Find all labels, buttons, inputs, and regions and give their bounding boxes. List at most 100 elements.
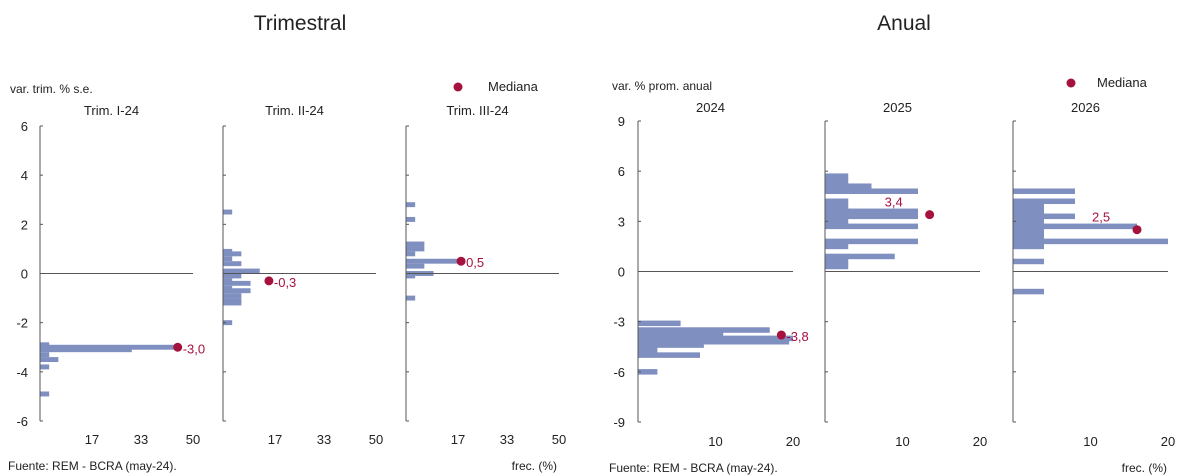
histogram-bar — [825, 213, 918, 220]
legend-label: Mediana — [488, 79, 539, 94]
histogram-bar — [825, 263, 849, 270]
histogram-bar — [223, 256, 233, 262]
y-tick-label: 6 — [21, 119, 28, 134]
histogram-bar — [1013, 243, 1044, 250]
median-label: 3,4 — [885, 195, 903, 210]
histogram-bar — [825, 178, 849, 184]
y-tick-label: -4 — [16, 365, 28, 380]
y-axis-label: var. trim. % s.e. — [10, 82, 93, 96]
median-point — [456, 256, 466, 266]
median-label: 0,5 — [466, 255, 484, 270]
group-title: Trimestral — [254, 12, 347, 35]
x-axis-label: frec. (%) — [1122, 461, 1167, 475]
histogram-bar — [1013, 208, 1044, 215]
histogram-bar — [1013, 213, 1075, 220]
histogram-bar — [825, 183, 872, 189]
legend-median-marker — [1066, 78, 1076, 88]
histogram-bar — [406, 246, 425, 252]
histogram-bar — [406, 273, 416, 279]
y-tick-label: 2 — [21, 217, 28, 232]
histogram-bar — [223, 320, 233, 326]
median-label: -0,3 — [274, 275, 296, 290]
panel-title: 2026 — [1071, 100, 1100, 115]
histogram-bar — [406, 251, 416, 257]
x-tick-label: 17 — [268, 432, 282, 447]
histogram-bar — [1013, 228, 1044, 235]
histogram-bar — [825, 198, 849, 205]
y-tick-label: -6 — [16, 414, 28, 429]
histogram-bar — [1013, 218, 1044, 225]
histogram-bar — [223, 209, 233, 215]
histogram-bar — [825, 208, 918, 215]
histogram-bar — [223, 251, 242, 257]
y-tick-label: 3 — [618, 214, 625, 229]
median-point — [264, 276, 274, 286]
panel-title: 2024 — [696, 100, 725, 115]
x-tick-label: 33 — [134, 432, 148, 447]
histogram-bar — [825, 258, 849, 265]
y-tick-label: -6 — [613, 365, 625, 380]
x-tick-label: 33 — [317, 432, 331, 447]
histogram-bar — [825, 173, 849, 179]
x-tick-label: 50 — [369, 432, 383, 447]
histogram-bar — [223, 261, 242, 267]
x-tick-label: 20 — [786, 434, 800, 449]
histogram-bar — [1013, 203, 1044, 210]
histogram-bar — [825, 223, 918, 230]
y-tick-label: -9 — [613, 415, 625, 430]
histogram-bar — [223, 288, 251, 294]
histogram-bar — [638, 352, 700, 358]
x-tick-label: 10 — [1083, 434, 1097, 449]
x-tick-label: 17 — [451, 432, 465, 447]
histogram-bar — [1013, 238, 1168, 245]
histogram-bar — [825, 243, 849, 250]
median-point — [173, 342, 183, 352]
histogram-bar — [40, 391, 50, 397]
panel-title: Trim. III-24 — [446, 103, 508, 118]
histogram-bar — [406, 258, 462, 264]
histogram-bar — [223, 293, 242, 299]
histogram-bar — [638, 342, 704, 348]
x-tick-label: 20 — [1161, 434, 1175, 449]
x-tick-label: 50 — [186, 432, 200, 447]
histogram-bar — [638, 320, 681, 327]
median-point — [776, 330, 786, 340]
histogram-bar — [825, 203, 849, 210]
median-point — [1132, 225, 1142, 235]
x-tick-label: 10 — [895, 434, 909, 449]
panel-title: Trim. I-24 — [84, 103, 139, 118]
legend-label: Mediana — [1097, 75, 1148, 90]
median-label: -3,0 — [183, 341, 205, 356]
histogram-bar — [406, 295, 416, 301]
histogram-bar — [223, 280, 251, 286]
x-tick-label: 33 — [500, 432, 514, 447]
histogram-bar — [40, 352, 50, 358]
histogram-bar — [638, 347, 658, 353]
median-point — [925, 210, 935, 220]
y-tick-label: 4 — [21, 168, 28, 183]
histogram-bar — [1013, 233, 1044, 240]
y-tick-label: -2 — [16, 316, 28, 331]
histogram-bar — [1013, 188, 1075, 194]
histogram-bar — [40, 344, 181, 350]
median-label: 2,5 — [1092, 210, 1110, 225]
histogram-bar — [1013, 288, 1044, 295]
histogram-bar — [223, 300, 242, 306]
histogram-bar — [40, 357, 59, 362]
histogram-bar — [406, 263, 425, 269]
histogram-bar — [1013, 258, 1044, 265]
group-title: Anual — [877, 12, 931, 35]
histogram-bar — [1013, 223, 1137, 230]
histogram-bar — [1013, 198, 1075, 205]
x-tick-label: 50 — [552, 432, 566, 447]
histogram-bar — [825, 253, 895, 260]
histogram-bar — [406, 216, 416, 222]
x-tick-label: 20 — [973, 434, 987, 449]
panel-title: Trim. II-24 — [265, 103, 324, 118]
histogram-bar — [638, 338, 790, 345]
legend-median-marker — [453, 82, 463, 92]
histogram-bar — [223, 273, 242, 279]
panel-title: 2025 — [883, 100, 912, 115]
histogram-bar — [825, 238, 918, 245]
